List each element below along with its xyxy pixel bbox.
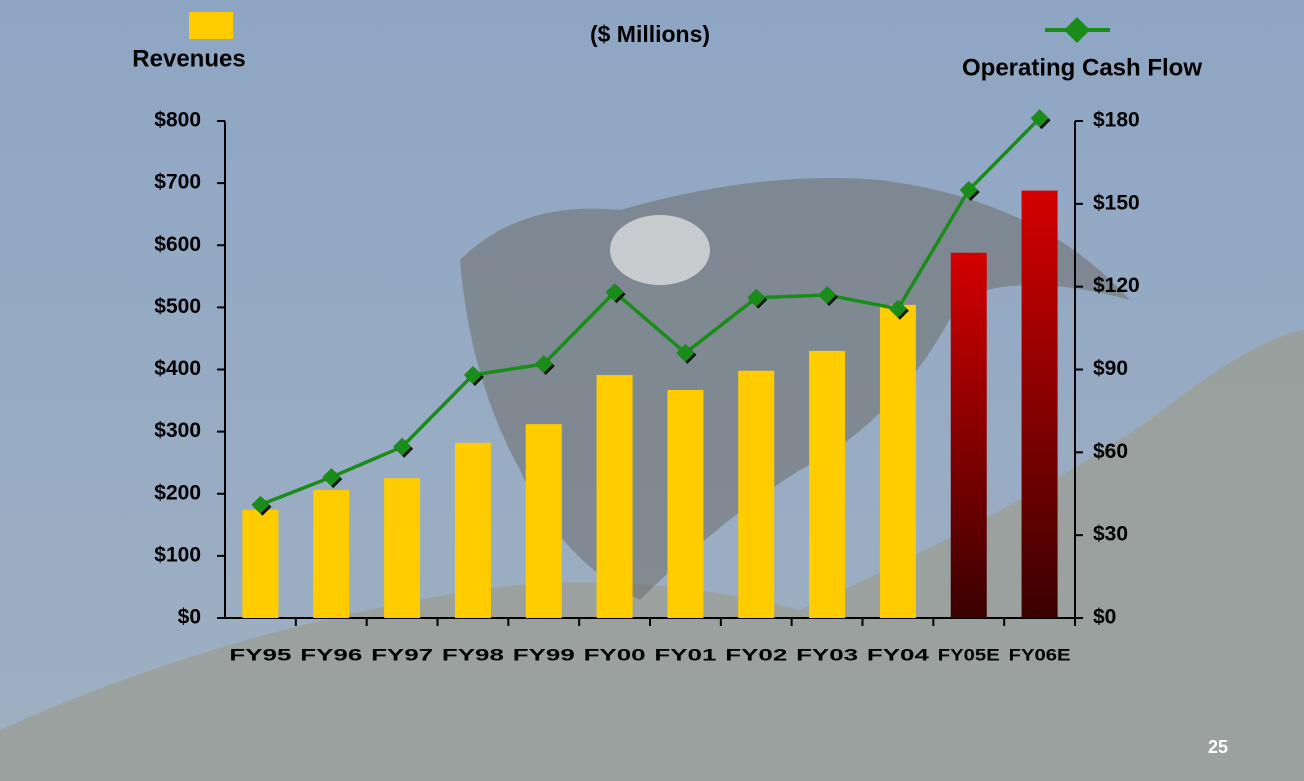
x-tick-label: FY95 bbox=[229, 645, 291, 664]
y2-tick-label: $180 bbox=[1093, 109, 1140, 132]
page: {"chart_data": {"type": "bar_line", "tit… bbox=[0, 0, 1304, 781]
eagle-head bbox=[610, 215, 710, 285]
y-tick-label: $200 bbox=[154, 481, 201, 504]
legend-label: Operating Cash Flow bbox=[962, 54, 1202, 81]
bar bbox=[951, 253, 987, 618]
x-tick-label: FY99 bbox=[513, 645, 575, 664]
y-tick-label: $500 bbox=[154, 295, 201, 318]
y-tick-label: $0 bbox=[178, 606, 201, 629]
x-tick-label: FY04 bbox=[867, 645, 930, 664]
chart-title: ($ Millions) bbox=[590, 21, 710, 47]
x-tick-label: FY96 bbox=[300, 645, 362, 664]
y2-tick-label: $30 bbox=[1093, 523, 1128, 546]
x-tick-label: FY06E bbox=[1009, 645, 1071, 664]
bar bbox=[597, 375, 633, 618]
x-tick-label: FY03 bbox=[796, 645, 858, 664]
x-tick-label: FY98 bbox=[442, 645, 504, 664]
bar bbox=[667, 390, 703, 618]
bar bbox=[242, 510, 278, 618]
x-tick-label: FY97 bbox=[371, 645, 433, 664]
x-tick-label: FY01 bbox=[654, 645, 716, 664]
legend-label: Revenues bbox=[132, 45, 245, 72]
bar bbox=[880, 305, 916, 618]
x-tick-label: FY02 bbox=[725, 645, 787, 664]
y2-tick-label: $150 bbox=[1093, 191, 1140, 214]
bar bbox=[738, 371, 774, 618]
chart: ($ Millions) 25 $0 $100 $200 $300 $400 $500 $6… bbox=[0, 0, 1304, 781]
bar bbox=[1022, 191, 1058, 618]
bar bbox=[526, 424, 562, 618]
y-tick-label: $600 bbox=[154, 233, 201, 256]
bar bbox=[455, 443, 491, 618]
legend-swatch bbox=[189, 12, 233, 39]
y-tick-label: $400 bbox=[154, 357, 201, 380]
bar bbox=[313, 490, 349, 618]
x-tick-label: FY05E bbox=[938, 645, 1000, 664]
bar bbox=[809, 351, 845, 618]
y-tick-label: $300 bbox=[154, 419, 201, 442]
x-tick-label: FY00 bbox=[584, 645, 646, 664]
page-number: 25 bbox=[1208, 737, 1228, 757]
y-tick-label: $100 bbox=[154, 543, 201, 566]
y2-tick-label: $90 bbox=[1093, 357, 1128, 380]
y-tick-label: $700 bbox=[154, 171, 201, 194]
y2-tick-label: $60 bbox=[1093, 440, 1128, 463]
bar bbox=[384, 478, 420, 618]
y2-tick-label: $120 bbox=[1093, 274, 1140, 297]
y2-tick-label: $0 bbox=[1093, 606, 1116, 629]
y-tick-label: $800 bbox=[154, 109, 201, 132]
